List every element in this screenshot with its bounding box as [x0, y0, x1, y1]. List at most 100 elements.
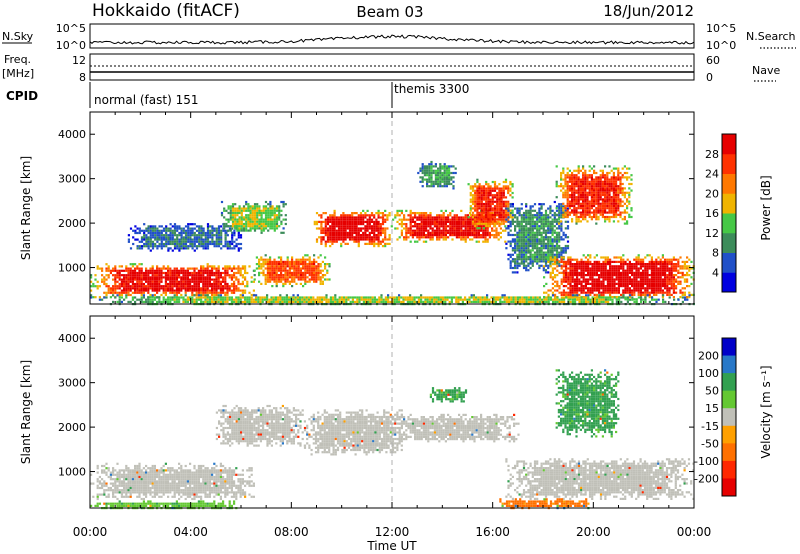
power-echo-cell [238, 229, 241, 232]
power-echo-cell [562, 178, 565, 181]
power-echo-cell [409, 225, 412, 228]
power-echo-cell [256, 218, 259, 221]
power-echo-cell [140, 276, 143, 279]
power-echo-cell [213, 265, 216, 268]
power-echo-cell [284, 271, 287, 274]
power-echo-cell [164, 278, 167, 281]
power-echo-cell [284, 267, 287, 270]
power-echo-cell [253, 278, 256, 281]
power-echo-cell [238, 218, 241, 221]
power-echo-cell [560, 225, 563, 228]
power-echo-cell [576, 265, 579, 268]
power-echo-cell [105, 267, 108, 270]
power-echo-cell [329, 236, 332, 239]
power-echo-cell [593, 189, 596, 192]
power-echo-cell [195, 225, 199, 228]
power-echo-cell [514, 225, 517, 228]
power-echo-cell [584, 285, 587, 288]
power-echo-cell [487, 202, 490, 206]
power-echo-cell [427, 229, 430, 232]
power-echo-cell [443, 182, 446, 186]
power-echo-cell [275, 260, 278, 263]
power-echo-cell [509, 187, 512, 190]
power-echo-cell [576, 282, 579, 285]
power-echo-cell [562, 196, 565, 199]
power-echo-cell [416, 234, 419, 237]
power-echo-cell [407, 236, 410, 239]
power-echo-cell [226, 234, 229, 237]
power-echo-cell [529, 236, 532, 239]
power-echo-cell [195, 247, 199, 250]
power-echo-cell [464, 220, 467, 223]
power-echo-cell [423, 171, 426, 175]
power-echo-cell [493, 234, 496, 237]
power-echo-cell [308, 263, 311, 266]
power-echo-cell [480, 225, 483, 228]
power-echo-cell [617, 271, 620, 274]
power-echo-cell [562, 233, 565, 237]
power-echo-cell [202, 280, 205, 283]
power-echo-cell [469, 194, 472, 197]
power-echo-cell [370, 231, 374, 234]
power-echo-cell [134, 225, 137, 228]
power-echo-cell [542, 231, 545, 234]
power-echo-cell [125, 289, 128, 292]
power-echo-cell [571, 269, 574, 272]
power-echo-cell [576, 271, 579, 274]
power-echo-cell [582, 285, 585, 288]
power-echo-cell [529, 238, 532, 241]
power-echo-cell [639, 267, 642, 270]
power-echo-cell [566, 174, 569, 177]
power-echo-cell [589, 282, 592, 285]
power-echo-cell [442, 227, 445, 230]
power-echo-cell [433, 223, 436, 226]
power-echo-cell [241, 280, 244, 283]
nsearch-tick-bottom: 10^0 [706, 39, 736, 52]
power-echo-cell [200, 291, 203, 294]
power-echo-cell [222, 291, 225, 294]
power-echo-cell [171, 278, 174, 281]
power-echo-cell [260, 225, 263, 228]
power-echo-cell [241, 265, 244, 268]
power-echo-cell [599, 198, 602, 201]
power-echo-cell [577, 178, 580, 181]
power-echo-cell [575, 209, 578, 212]
power-echo-cell [233, 280, 236, 283]
power-echo-cell [514, 242, 517, 245]
power-echo-cell [590, 211, 593, 214]
power-echo-cell [147, 238, 150, 241]
power-echo-cell [438, 220, 441, 223]
power-echo-cell [533, 260, 537, 263]
power-echo-cell [134, 238, 137, 241]
power-echo-cell [602, 287, 605, 290]
power-echo-cell [324, 242, 327, 245]
power-echo-cell [206, 289, 209, 292]
power-echo-cell [547, 238, 550, 241]
power-echo-cell [237, 278, 240, 281]
power-echo-cell [493, 216, 497, 219]
power-echo-cell [373, 238, 376, 241]
power-echo-cell [586, 202, 589, 205]
power-echo-cell [608, 193, 611, 197]
power-echo-cell [251, 209, 254, 212]
power-echo-cell [162, 236, 166, 239]
power-echo-cell [598, 260, 601, 263]
power-echo-cell [466, 234, 469, 237]
power-echo-cell [178, 231, 181, 235]
power-echo-cell [551, 244, 554, 248]
power-echo-cell [518, 214, 521, 217]
power-echo-cell [443, 174, 446, 177]
power-echo-cell [422, 234, 425, 237]
power-echo-cell [173, 238, 177, 241]
power-echo-cell [245, 203, 248, 206]
power-echo-cell [403, 218, 406, 221]
power-echo-cell [551, 214, 554, 217]
power-echo-cell [344, 223, 347, 226]
power-echo-cell [480, 220, 483, 223]
power-echo-cell [573, 174, 576, 177]
power-echo-cell [536, 262, 539, 265]
power-echo-cell [617, 202, 620, 205]
power-echo-cell [507, 207, 510, 210]
power-echo-cell [381, 227, 385, 230]
power-echo-cell [348, 223, 352, 226]
